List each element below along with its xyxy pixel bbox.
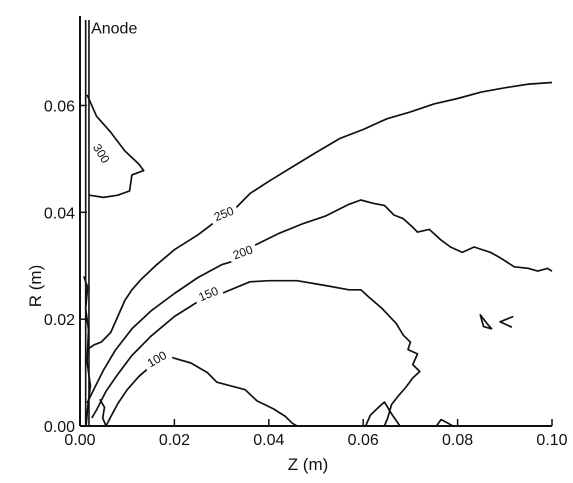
x-tick-label: 0.00 [64,432,95,449]
contour-label-background [226,240,259,264]
x-tick-label: 0.10 [536,432,567,449]
tick-labels: 0.00 0.02 0.04 0.06 0.08 0.10 0.00 0.02 0.04 0.06 [44,98,568,449]
x-axis-label: Z (m) [288,455,329,474]
y-tick-label: 0.06 [44,98,75,115]
contour-label-200: 200 [231,242,255,262]
x-tick-label: 0.02 [159,432,190,449]
x-tick-label: 0.06 [348,432,379,449]
y-tick-label: 0.02 [44,312,75,329]
contour-fragment-7 [364,401,401,427]
anode-annotation: Anode [91,20,137,37]
contour-fragment-8 [435,418,454,427]
contour-label-background [192,281,224,306]
x-tick-label: 0.04 [253,432,284,449]
contour-line-100 [105,356,298,427]
contour-fragment-9 [479,314,493,330]
contour-fragment-5 [99,398,107,427]
contour-label-background [207,201,240,226]
x-tick-label: 0.08 [442,432,473,449]
contour-label-background [87,137,116,170]
contour-line-250 [86,81,553,351]
y-axis-label: R (m) [26,265,45,307]
contour-fragment-10 [499,315,514,328]
anode: Anode [84,20,137,426]
y-tick-label: 0.04 [44,205,75,222]
contour-line-200 [86,199,553,404]
axes [79,16,553,427]
contour-label-background [140,345,173,373]
contour-line-150 [91,279,421,427]
y-tick-label: 0.00 [44,419,75,436]
contour-line-300 [86,94,145,199]
